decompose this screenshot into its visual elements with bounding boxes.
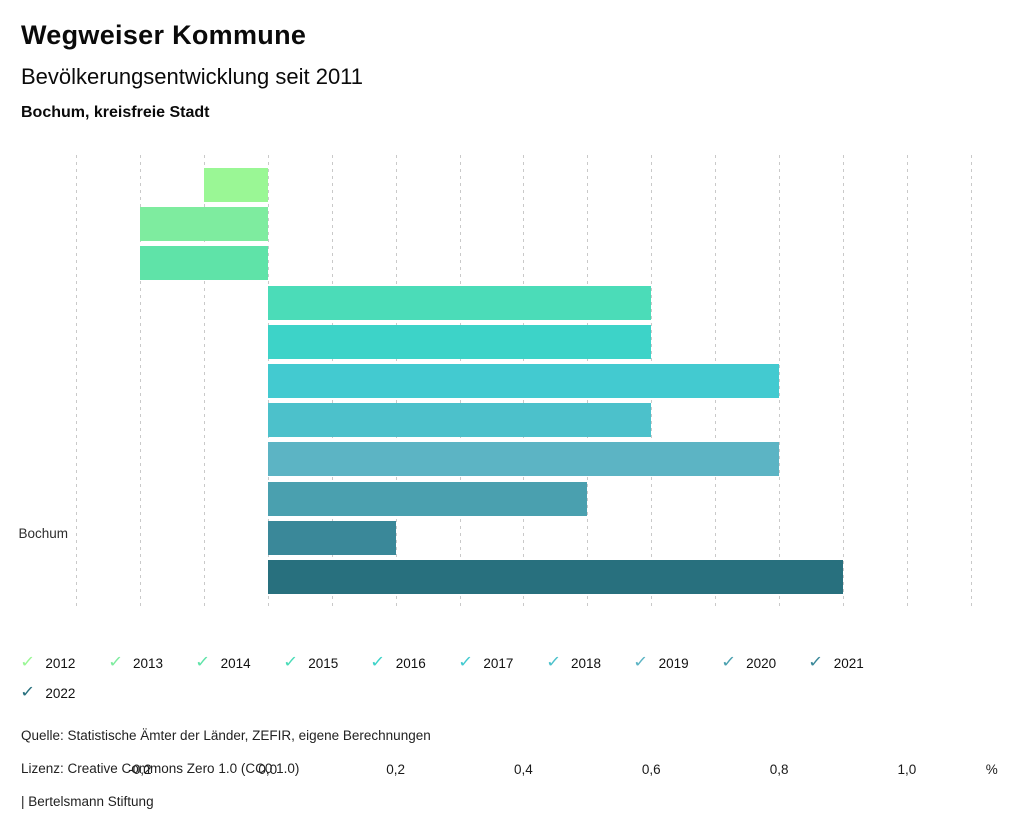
- x-axis-unit-label: %: [985, 762, 998, 777]
- x-tick-label: -0,2: [128, 762, 152, 777]
- gridline: [139, 155, 141, 610]
- bar-2019[interactable]: [267, 442, 780, 477]
- legend-item-2013[interactable]: ✓ 2013: [107, 654, 197, 671]
- chart-title: Bevölkerungsentwicklung seit 2011: [21, 64, 364, 89]
- gridline: [76, 155, 77, 610]
- checkmark-icon: ✓: [195, 654, 211, 671]
- license-note: Lizenz: Creative Commons Zero 1.0 (CC0 1…: [21, 761, 300, 776]
- legend-item-2019[interactable]: ✓ 2019: [633, 654, 722, 671]
- legend-year-label: 2022: [45, 685, 76, 701]
- legend-item-2021[interactable]: ✓ 2021: [808, 654, 897, 671]
- bar-2021[interactable]: [267, 520, 396, 555]
- checkmark-icon: ✓: [545, 654, 561, 671]
- checkmark-icon: ✓: [282, 654, 299, 671]
- legend-item-2018[interactable]: ✓ 2018: [545, 654, 635, 671]
- legend-year-label: 2016: [395, 655, 426, 671]
- x-tick-label: 0,6: [641, 762, 661, 777]
- checkmark-icon: ✓: [370, 654, 386, 671]
- x-tick-label: 1,0: [897, 762, 917, 777]
- bar-2014[interactable]: [139, 246, 268, 281]
- bar-2018[interactable]: [267, 403, 652, 438]
- chart-footer: Quelle: Statistische Ämter der Länder, Z…: [21, 728, 431, 827]
- chart-legend: ✓ 2012 ✓ 2013 ✓ 2014 ✓ 2015 ✓ 2016 ✓ 2017 ✓ 2018 ✓ 2019…: [19, 654, 907, 701]
- checkmark-icon: ✓: [457, 654, 474, 671]
- bar-2022[interactable]: [267, 560, 844, 594]
- checkmark-icon: ✓: [720, 654, 737, 671]
- legend-year-label: 2013: [133, 655, 164, 671]
- legend-item-2022[interactable]: ✓ 2022: [19, 684, 109, 701]
- checkmark-icon: ✓: [19, 684, 36, 701]
- gridline: [203, 155, 205, 610]
- gridline: [906, 155, 908, 610]
- x-tick-label: 0,8: [769, 762, 789, 777]
- bar-2017[interactable]: [267, 364, 780, 398]
- attribution-note: | Bertelsmann Stiftung: [21, 794, 154, 809]
- bar-2016[interactable]: [267, 324, 652, 359]
- bar-2013[interactable]: [139, 207, 268, 242]
- gridline: [779, 155, 781, 610]
- legend-year-label: 2019: [658, 655, 689, 671]
- bar-2015[interactable]: [267, 285, 652, 320]
- legend-year-label: 2015: [308, 655, 339, 671]
- legend-item-2012[interactable]: ✓ 2012: [19, 654, 109, 671]
- checkmark-icon: ✓: [107, 654, 124, 671]
- x-tick-label: 0,4: [514, 762, 533, 777]
- legend-item-2014[interactable]: ✓ 2014: [195, 654, 284, 671]
- x-axis: -0,2 0,0 0,2 0,4 0,6 0,8 1,0%: [76, 762, 1022, 782]
- legend-year-label: 2017: [483, 655, 514, 671]
- x-tick-label: 0,2: [386, 762, 405, 777]
- checkmark-icon: ✓: [633, 654, 649, 671]
- legend-item-2015[interactable]: ✓ 2015: [282, 654, 372, 671]
- checkmark-icon: ✓: [19, 654, 36, 671]
- legend-item-2020[interactable]: ✓ 2020: [720, 654, 810, 671]
- source-note: Quelle: Statistische Ämter der Länder, Z…: [21, 728, 431, 743]
- legend-item-2016[interactable]: ✓ 2016: [370, 654, 459, 671]
- bar-2012[interactable]: [203, 168, 268, 202]
- page-title: Wegweiser Kommune: [21, 20, 307, 50]
- plot-area: [76, 155, 1022, 610]
- legend-year-label: 2020: [746, 655, 777, 671]
- region-label: Bochum, kreisfreie Stadt: [21, 104, 210, 121]
- legend-year-label: 2021: [833, 655, 864, 671]
- chart-header: Wegweiser Kommune Bevölkerungsentwicklun…: [21, 20, 363, 122]
- gridline: [970, 155, 972, 610]
- legend-year-label: 2014: [220, 655, 251, 671]
- legend-item-2017[interactable]: ✓ 2017: [457, 654, 547, 671]
- population-bar-chart: Bochum -0,2 0,0 0,2 0,4 0,6 0,8 1,0%: [0, 155, 1024, 777]
- checkmark-icon: ✓: [808, 654, 824, 671]
- legend-year-label: 2012: [45, 655, 76, 671]
- legend-year-label: 2018: [570, 655, 602, 671]
- x-tick-label: 0,0: [258, 762, 278, 777]
- y-axis-category-label: Bochum: [18, 526, 68, 541]
- bar-2020[interactable]: [267, 481, 588, 516]
- gridline: [843, 155, 845, 610]
